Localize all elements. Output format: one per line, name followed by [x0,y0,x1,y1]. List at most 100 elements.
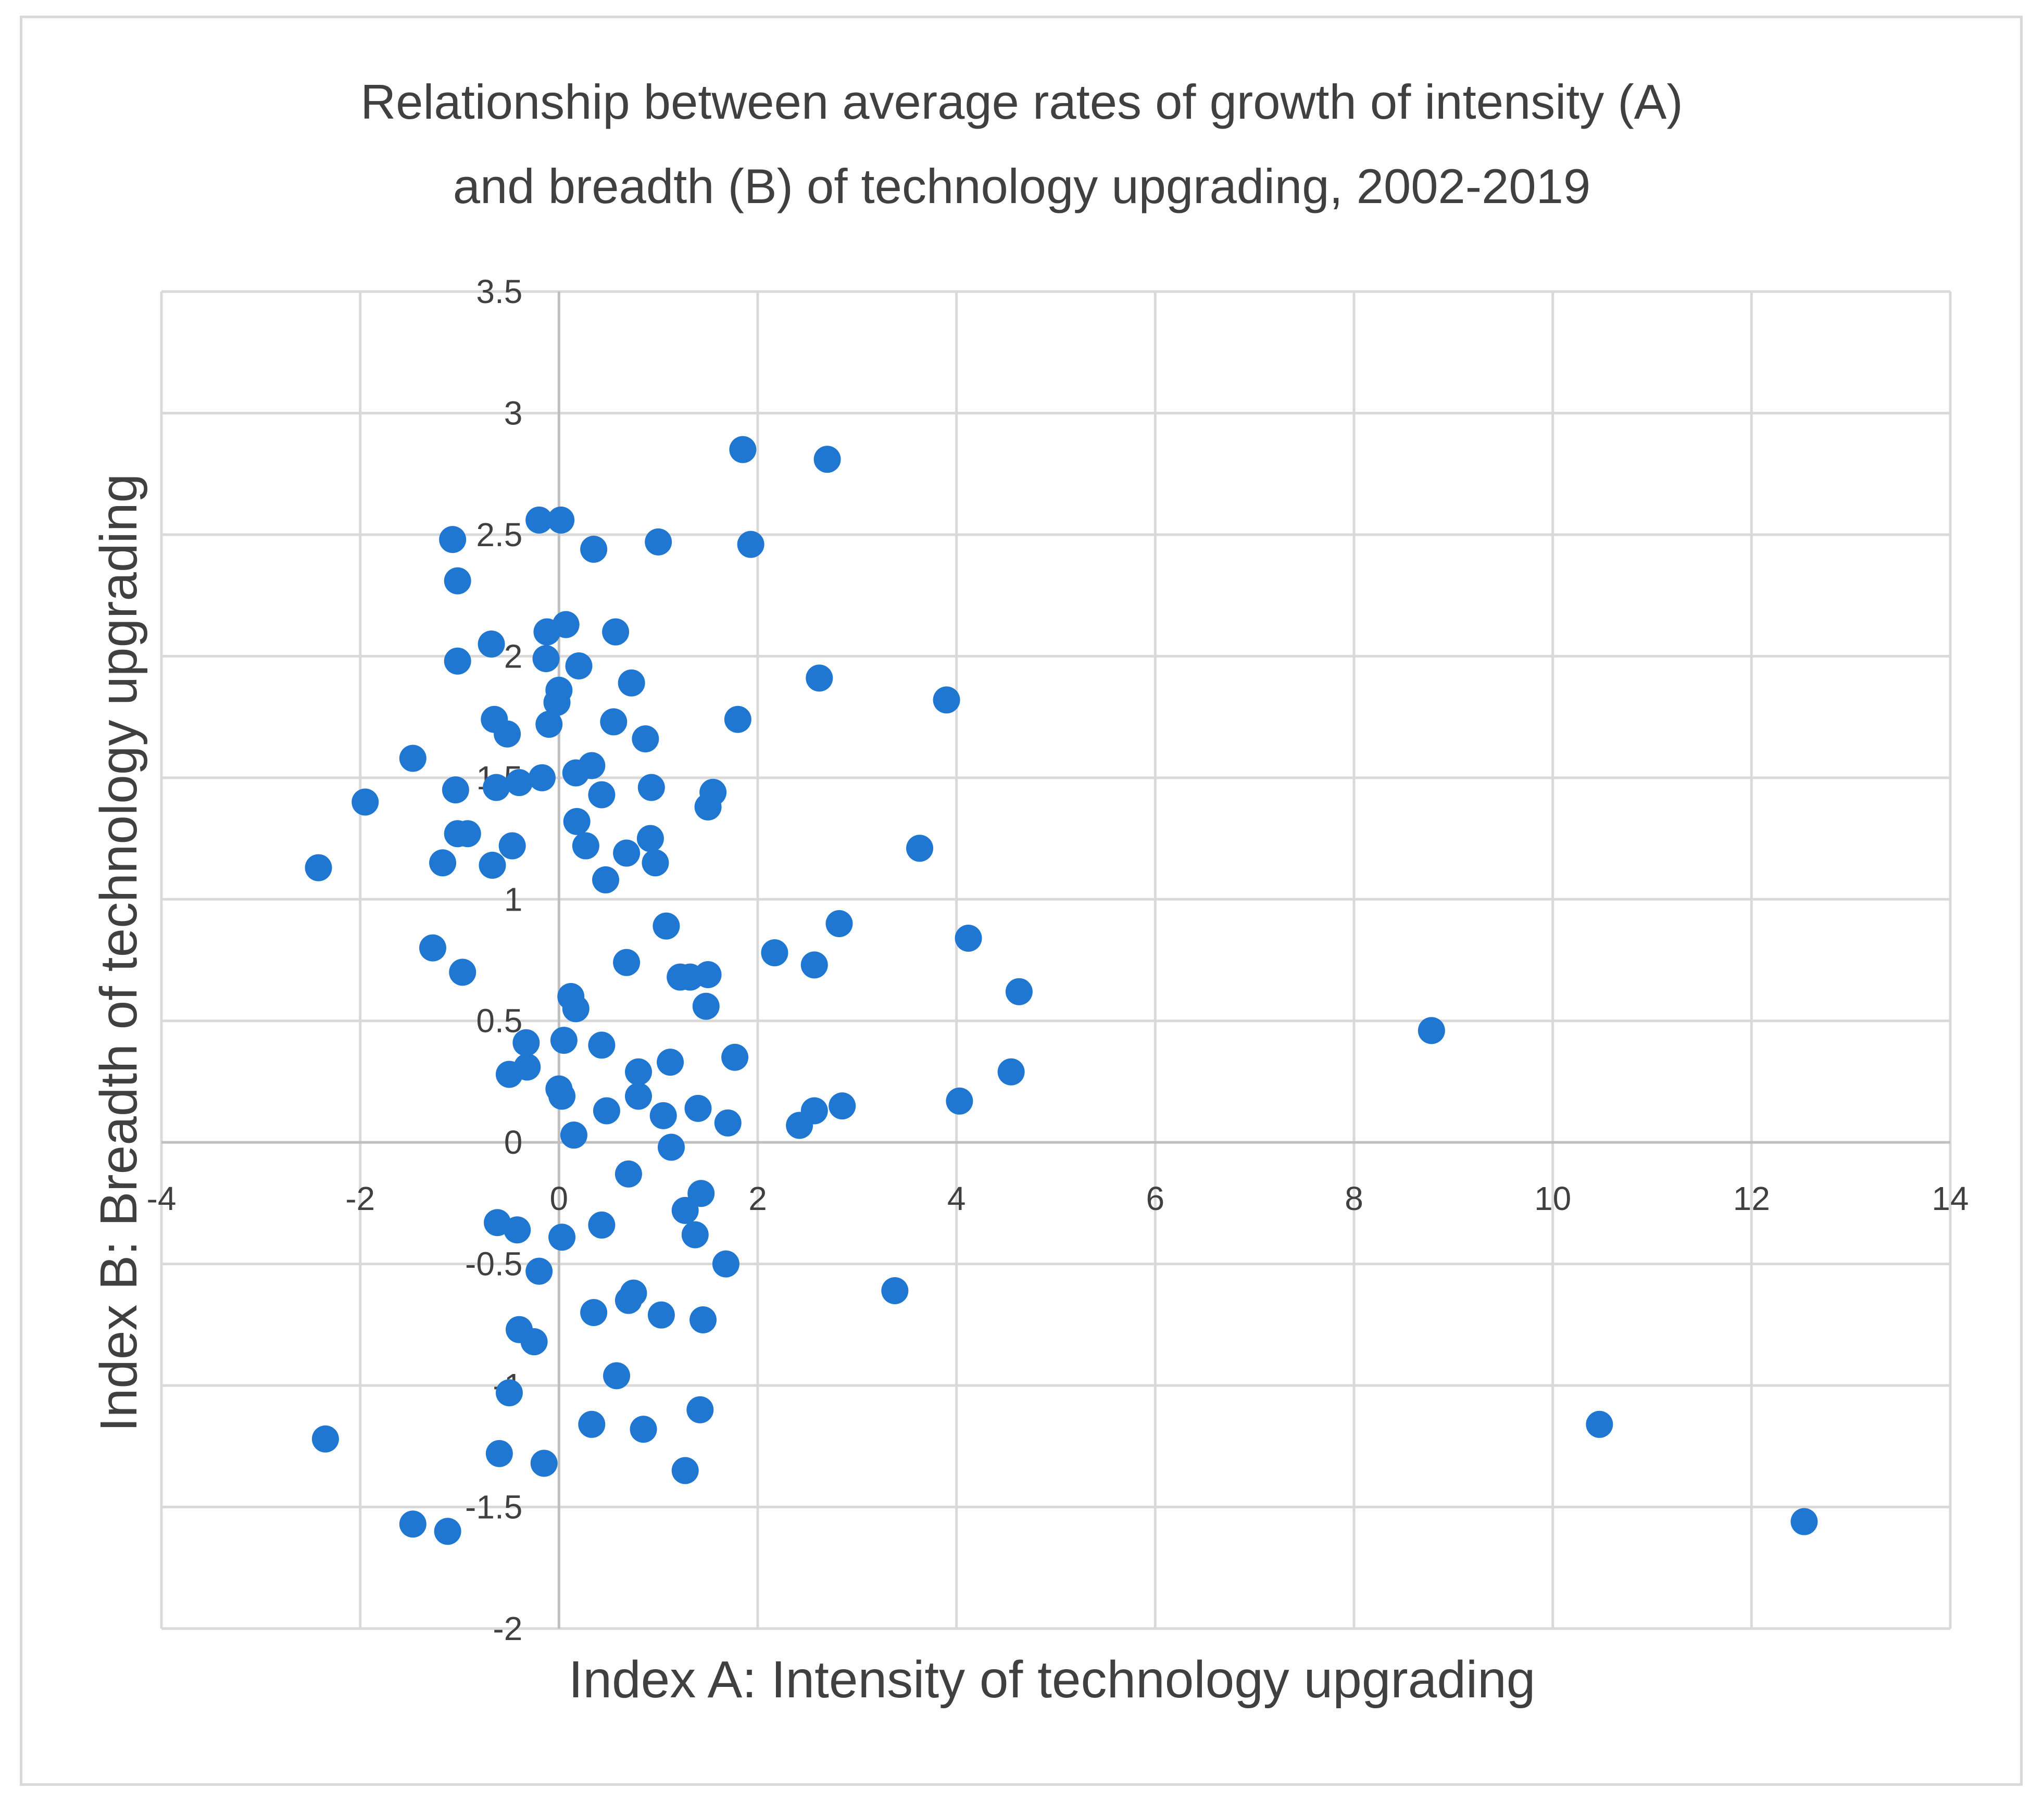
data-point [955,924,982,952]
data-point [498,832,526,860]
data-point [434,1518,461,1545]
data-point [1790,1508,1818,1535]
data-point [543,689,571,716]
data-point [615,1287,642,1314]
data-point [657,1049,684,1076]
data-point [630,1416,657,1443]
data-point [588,781,616,809]
data-point [721,1043,749,1071]
data-point [694,961,722,989]
data-point [533,618,561,646]
data-point [512,1029,540,1056]
data-point [548,1082,576,1110]
data-point [483,774,510,801]
chart-frame [20,16,2023,1786]
x-tick-label: -2 [345,1180,375,1217]
data-point [724,705,751,733]
data-point [592,866,620,893]
data-point [479,851,506,879]
x-tick-label: 14 [1932,1180,1968,1217]
y-tick-label: -2 [493,1610,522,1647]
data-point [636,825,664,852]
y-tick-label: 3 [504,394,523,432]
data-point [504,1216,531,1244]
chart-title-line-2: and breadth (B) of technology upgrading,… [453,159,1591,213]
x-tick-label: -4 [147,1180,177,1217]
data-point [712,1250,739,1278]
data-point [806,664,833,692]
y-tick-label: 1 [504,880,523,918]
data-point [786,1112,813,1139]
data-point [530,1449,558,1477]
data-point [547,506,575,534]
data-point [550,1027,578,1054]
data-point [615,1160,642,1188]
y-tick-label: 2.5 [476,516,522,553]
data-point [1586,1410,1613,1438]
data-point [535,711,563,738]
data-point [580,535,608,563]
data-point [562,759,590,787]
data-point [520,1328,548,1356]
x-tick-label: 10 [1534,1180,1571,1217]
y-tick-label: -1.5 [465,1489,522,1526]
data-point [454,820,481,848]
chart-title: Relationship between average rates of gr… [360,74,1683,213]
data-point [399,1510,427,1538]
y-tick-label: 2 [504,637,523,675]
gridlines [160,290,1952,1630]
data-point [572,832,599,860]
data-point [506,769,533,797]
x-tick-label: 2 [748,1180,767,1217]
data-point [813,446,841,473]
data-point [737,531,764,558]
data-point [649,1102,677,1129]
data-point [637,774,665,801]
data-point [525,1257,553,1285]
data-point [588,1031,616,1059]
data-point [694,793,722,821]
data-point [692,992,720,1020]
y-tick-label: 3.5 [476,273,522,310]
data-point [563,808,591,835]
data-point [671,1196,699,1224]
x-tick-label: 8 [1345,1180,1363,1217]
data-point [632,725,659,753]
y-tick-label: -0.5 [465,1245,522,1283]
data-point [485,1440,513,1467]
data-point [495,1379,523,1407]
x-tick-label: 6 [1146,1180,1165,1217]
data-point [600,708,628,736]
data-point [602,618,630,646]
data-point [618,669,645,697]
data-point [588,1211,616,1239]
x-axis-title: Index A: Intensity of technology upgradi… [569,1650,1536,1709]
data-point [495,1061,523,1088]
data-point [761,939,788,966]
data-point [825,910,853,937]
data-point [684,1094,712,1122]
x-tick-labels: -4 -2 0 2 4 6 8 10 12 14 [147,1180,1969,1217]
data-point [578,1410,606,1438]
data-point [613,949,641,976]
data-point [399,745,427,772]
x-tick-label: 4 [947,1180,966,1217]
y-tick-label: 0 [504,1124,523,1161]
data-point [439,526,467,553]
data-point [1005,978,1033,1005]
y-tick-label: 0.5 [476,1002,522,1040]
data-point [714,1109,742,1137]
data-point [444,647,471,675]
data-point [800,951,828,979]
data-point [528,764,556,791]
data-point [580,1299,608,1327]
data-point [562,995,590,1023]
data-point [946,1087,973,1115]
data-point [906,835,934,862]
data-point [647,1301,675,1329]
data-point [645,528,672,556]
data-point [548,1224,576,1251]
data-point [642,849,669,877]
data-point [653,912,680,940]
